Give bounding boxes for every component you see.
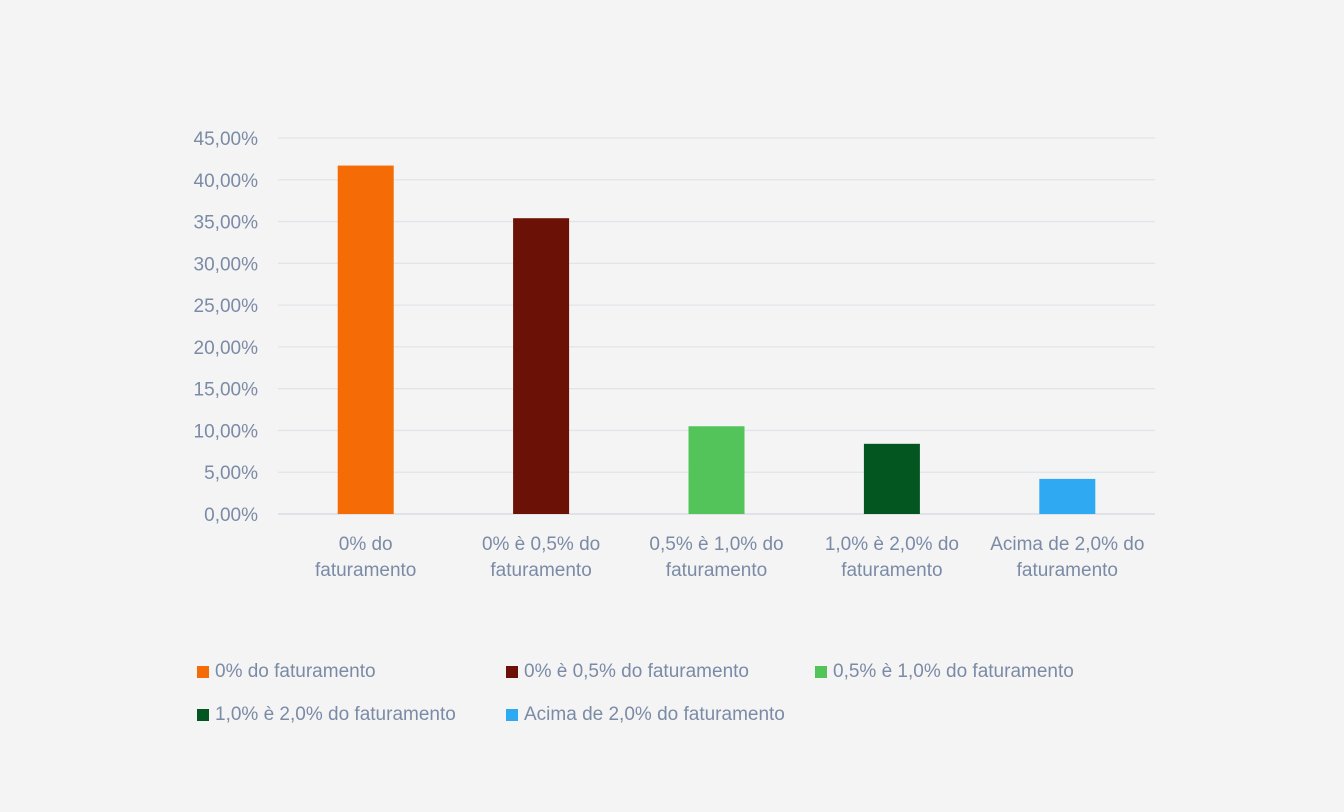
x-tick-label: faturamento [666,560,767,581]
y-tick-label: 5,00% [204,463,258,484]
bar [337,165,394,514]
x-tick-label: faturamento [1017,560,1118,581]
x-tick-label: faturamento [315,560,416,581]
x-tick-label: Acima de 2,0% do [990,534,1144,555]
x-tick-label: 0% do [339,534,393,555]
x-tick-label: 0% è 0,5% do [482,534,600,555]
bar [688,426,745,514]
bar [863,443,920,514]
bar [513,218,570,515]
x-tick-label: 0,5% è 1,0% do [649,534,783,555]
x-tick-label: faturamento [841,560,942,581]
y-tick-label: 40,00% [194,171,259,192]
y-tick-label: 45,00% [194,129,259,150]
bar [1039,478,1096,514]
y-tick-label: 0,00% [204,505,258,526]
y-tick-label: 25,00% [194,296,259,317]
x-tick-label: faturamento [490,560,591,581]
y-tick-label: 35,00% [194,213,259,234]
y-tick-label: 20,00% [194,338,259,359]
x-tick-label: 1,0% è 2,0% do [825,534,959,555]
y-tick-label: 15,00% [194,380,259,401]
y-tick-label: 10,00% [194,421,259,442]
y-tick-label: 30,00% [194,254,259,275]
